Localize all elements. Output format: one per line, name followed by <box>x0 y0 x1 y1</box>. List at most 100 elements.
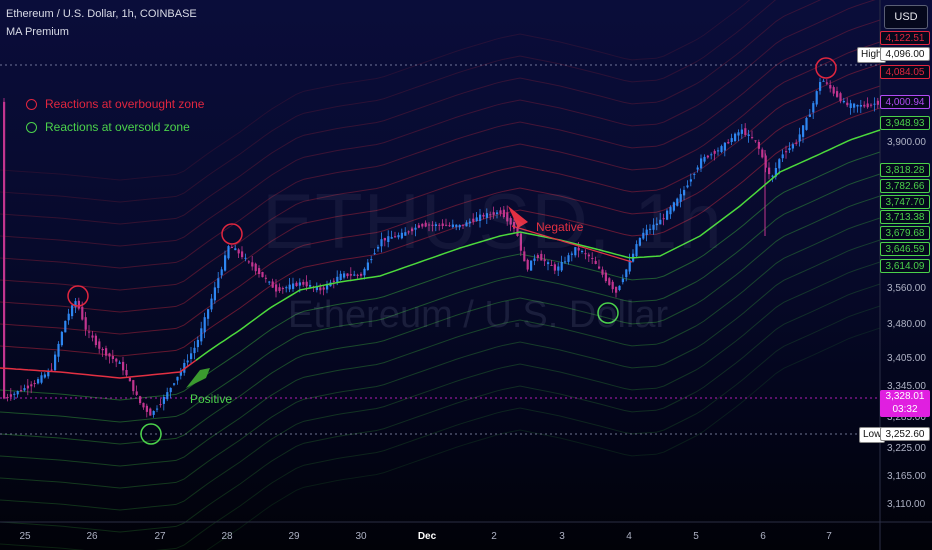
candle-body <box>802 125 805 137</box>
candle-body <box>203 317 206 333</box>
candle-body <box>190 353 193 359</box>
candle-body <box>560 262 563 271</box>
candle-body <box>360 273 363 276</box>
candle-body <box>822 80 825 82</box>
candle-body <box>768 167 771 175</box>
candle-body <box>764 155 767 168</box>
ma-red-segment <box>0 356 201 379</box>
candle-body <box>98 341 101 349</box>
candle-body <box>339 273 342 280</box>
candle-body <box>336 276 339 282</box>
candle-body <box>451 224 454 228</box>
candle-body <box>213 287 216 301</box>
candle-body <box>159 404 162 406</box>
candle-body <box>564 261 567 263</box>
moving-average <box>0 129 881 388</box>
candle-body <box>50 369 53 371</box>
candle-body <box>523 251 526 262</box>
upper-band-line <box>0 85 881 335</box>
current-price-tag: 3,328.01 03:32 <box>880 390 930 417</box>
current-price-value: 3,328.01 <box>885 391 925 402</box>
candle-body <box>346 273 349 277</box>
candle-body <box>727 142 730 144</box>
price-label: 3,405.00 <box>887 353 926 364</box>
symbol-title: Ethereum / U.S. Dollar, 1h, COINBASE <box>6 8 197 20</box>
high-value: 4,096.00 <box>880 47 930 61</box>
upper-band-line <box>0 0 822 225</box>
candle-body <box>710 154 713 156</box>
candle-body <box>20 390 23 392</box>
watermark-ticker: ETHUSD, 1h <box>262 177 723 265</box>
red-band-tag: 4,084.05 <box>880 65 930 79</box>
candle-body <box>615 287 618 293</box>
candle-body <box>870 104 873 106</box>
candle-body <box>326 284 329 290</box>
indicator-name[interactable]: MA Premium <box>6 26 69 38</box>
candle-body <box>669 207 672 215</box>
candle-body <box>788 148 791 151</box>
candle-body <box>373 253 376 255</box>
candle-body <box>825 82 828 84</box>
candle-body <box>258 268 261 274</box>
candle-body <box>842 101 845 103</box>
candle-body <box>77 300 80 309</box>
green-band-tag: 3,818.28 <box>880 163 930 177</box>
candle-body <box>417 225 420 228</box>
candle-body <box>81 306 84 320</box>
candle-body <box>179 370 182 376</box>
candle-body <box>458 224 461 228</box>
price-label: 3,345.00 <box>887 381 926 392</box>
green-band-tag: 3,614.09 <box>880 259 930 273</box>
price-label: 3,560.00 <box>887 283 926 294</box>
candle-body <box>798 134 801 142</box>
candle-body <box>54 354 57 371</box>
green-band-tag: 3,948.93 <box>880 116 930 130</box>
date-label: 6 <box>760 531 766 542</box>
candle-body <box>805 117 808 130</box>
red-band-tag: 4,122.51 <box>880 31 930 45</box>
candle-body <box>839 93 842 102</box>
candle-body <box>703 156 706 162</box>
candle-body <box>332 280 335 282</box>
upper-band-line <box>0 0 876 247</box>
candle-body <box>713 150 716 154</box>
candle-body <box>169 387 172 393</box>
lower-band-line <box>0 239 881 489</box>
candle-body <box>594 260 597 264</box>
lower-band-line <box>0 173 881 423</box>
date-label: 7 <box>826 531 832 542</box>
candle-body <box>649 228 652 230</box>
candle-body <box>740 129 743 134</box>
lower-band-line <box>0 217 881 467</box>
candle-body <box>635 244 638 257</box>
price-label: 3,900.00 <box>887 137 926 148</box>
candle-body <box>611 281 614 290</box>
candle-body <box>655 223 658 226</box>
candle-body <box>659 219 662 225</box>
negative-line <box>511 225 633 263</box>
candle-body <box>652 224 655 230</box>
date-label: 27 <box>154 531 166 542</box>
green-band-tag: 3,713.38 <box>880 210 930 224</box>
candle-body <box>587 254 590 257</box>
legend-overbought-label: Reactions at overbought zone <box>45 97 205 111</box>
candle-body <box>533 258 536 261</box>
price-label: 3,480.00 <box>887 319 926 330</box>
candle-body <box>377 246 380 249</box>
candle-body <box>574 247 577 256</box>
candle-body <box>64 321 67 333</box>
candle-body <box>43 374 46 378</box>
candle-body <box>778 159 781 169</box>
date-label: 26 <box>86 531 98 542</box>
candle-body <box>268 281 271 283</box>
currency-button[interactable]: USD <box>884 5 928 29</box>
candle-body <box>309 285 312 287</box>
candle-body <box>60 331 63 346</box>
candle-body <box>237 249 240 254</box>
candle-body <box>434 224 437 226</box>
candle-body <box>676 198 679 206</box>
candle-body <box>305 281 308 287</box>
candle-body <box>26 385 29 389</box>
candle-body <box>407 231 410 233</box>
